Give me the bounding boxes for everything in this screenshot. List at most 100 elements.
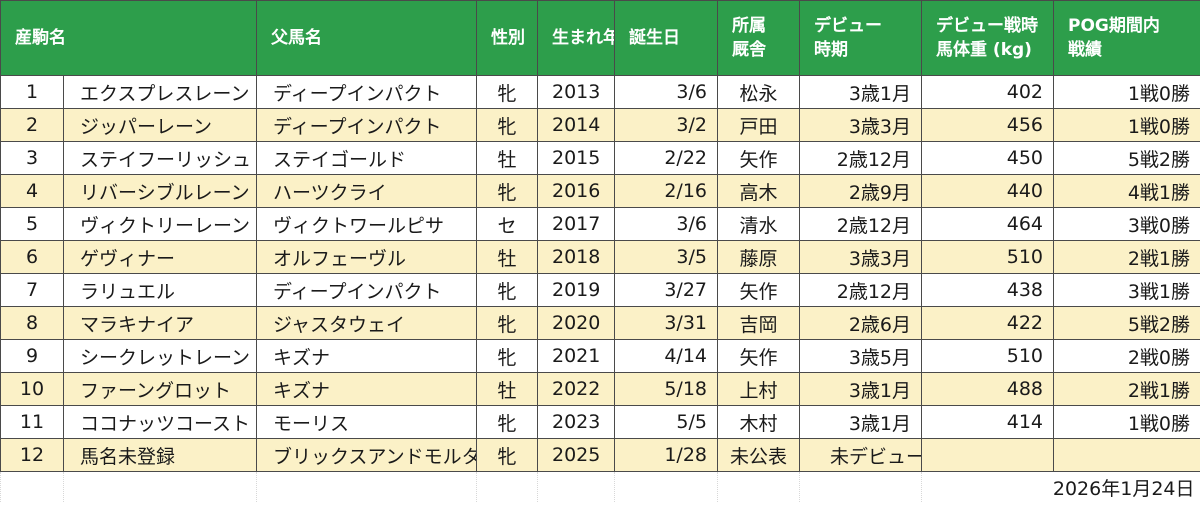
table-row: 10 ファーングロット キズナ牡 2022 5/18 上村 3歳1月 488 2戦1勝 bbox=[0, 372, 1200, 406]
cell-birth-year: 2025 bbox=[537, 438, 615, 472]
cell-row-number: 1 bbox=[0, 75, 64, 109]
as-of-date: 2026年1月24日 bbox=[921, 471, 1200, 502]
cell-debut-period: 3歳1月 bbox=[799, 75, 922, 109]
header-row: 産駒名 父馬名 性別 生まれ年 誕生日 所属 厩舎 デビュー 時期 デビュー戦時 馬体… bbox=[0, 0, 1200, 76]
cell-birth-year: 2017 bbox=[537, 207, 615, 241]
cell-sex: 牝 bbox=[476, 273, 538, 307]
cell-sire-name: ジャスタウェイ bbox=[256, 306, 477, 340]
cell-debut-weight: 414 bbox=[921, 405, 1054, 439]
cell-row-number: 6 bbox=[0, 240, 64, 274]
cell-race-record: 4戦1勝 bbox=[1053, 174, 1200, 208]
cell-debut-weight: 510 bbox=[921, 240, 1054, 274]
cell-race-record bbox=[1053, 438, 1200, 472]
cell-sire-name: ディープインパクト bbox=[256, 108, 477, 142]
cell-horse-name: ステイフーリッシュ bbox=[63, 141, 257, 175]
cell-debut-weight: 450 bbox=[921, 141, 1054, 175]
cell-sire-name: ディープインパクト bbox=[256, 75, 477, 109]
cell-debut-period: 2歳6月 bbox=[799, 306, 922, 340]
header-record-line1: POG期間内 bbox=[1068, 16, 1160, 36]
table-row: 1 エクスプレスレーン ディープインパクト牝 2013 3/6 松永 3歳1月 402 1戦0勝 bbox=[0, 75, 1200, 109]
cell-debut-period: 2歳9月 bbox=[799, 174, 922, 208]
cell-birth-year: 2023 bbox=[537, 405, 615, 439]
table-row: 11 ココナッツコースト モーリス牝 2023 5/5 木村 3歳1月 414 1戦0勝 bbox=[0, 405, 1200, 439]
cell-sire-name: キズナ bbox=[256, 339, 477, 373]
cell-birthday: 3/6 bbox=[614, 207, 718, 241]
table-row: 2 ジッパーレーン ディープインパクト牝 2014 3/2 戸田 3歳3月 456 1戦0勝 bbox=[0, 108, 1200, 142]
cell-debut-weight: 438 bbox=[921, 273, 1054, 307]
header-record: POG期間内 戦績 bbox=[1053, 0, 1200, 76]
cell-stable: 清水 bbox=[717, 207, 800, 241]
header-debut: デビュー 時期 bbox=[799, 0, 922, 76]
cell-horse-name: ゲヴィナー bbox=[63, 240, 257, 274]
cell-sire-name: モーリス bbox=[256, 405, 477, 439]
header-stable-line2: 厩舎 bbox=[732, 40, 766, 60]
cell-birth-year: 2013 bbox=[537, 75, 615, 109]
cell-sire-name: ディープインパクト bbox=[256, 273, 477, 307]
cell-debut-period: 3歳5月 bbox=[799, 339, 922, 373]
cell-birth-year: 2015 bbox=[537, 141, 615, 175]
cell-horse-name: ジッパーレーン bbox=[63, 108, 257, 142]
footer-spacer bbox=[537, 471, 615, 502]
cell-race-record: 5戦2勝 bbox=[1053, 306, 1200, 340]
cell-sex: 牝 bbox=[476, 174, 538, 208]
footer-spacer bbox=[799, 471, 922, 502]
cell-sire-name: ハーツクライ bbox=[256, 174, 477, 208]
cell-birth-year: 2020 bbox=[537, 306, 615, 340]
cell-debut-weight: 440 bbox=[921, 174, 1054, 208]
cell-race-record: 3戦1勝 bbox=[1053, 273, 1200, 307]
header-record-line2: 戦績 bbox=[1068, 40, 1102, 60]
cell-horse-name: ココナッツコースト bbox=[63, 405, 257, 439]
cell-birth-year: 2018 bbox=[537, 240, 615, 274]
cell-row-number: 5 bbox=[0, 207, 64, 241]
cell-row-number: 7 bbox=[0, 273, 64, 307]
cell-debut-period: 3歳3月 bbox=[799, 240, 922, 274]
cell-debut-period: 2歳12月 bbox=[799, 273, 922, 307]
cell-race-record: 2戦0勝 bbox=[1053, 339, 1200, 373]
cell-row-number: 3 bbox=[0, 141, 64, 175]
header-birthday: 誕生日 bbox=[614, 0, 718, 76]
table-row: 8 マラキナイア ジャスタウェイ牝 2020 3/31 吉岡 2歳6月 422 5戦2勝 bbox=[0, 306, 1200, 340]
cell-horse-name: ヴィクトリーレーン bbox=[63, 207, 257, 241]
cell-sex: 牡 bbox=[476, 372, 538, 406]
footer-spacer bbox=[614, 471, 718, 502]
cell-sex: 牝 bbox=[476, 75, 538, 109]
cell-horse-name: ファーングロット bbox=[63, 372, 257, 406]
table-row: 9 シークレットレーン キズナ牝 2021 4/14 矢作 3歳5月 510 2戦0勝 bbox=[0, 339, 1200, 373]
cell-horse-name: ラリュエル bbox=[63, 273, 257, 307]
cell-race-record: 2戦1勝 bbox=[1053, 372, 1200, 406]
table-row: 5 ヴィクトリーレーン ヴィクトワールピサセ 2017 3/6 清水 2歳12月 464 3戦0… bbox=[0, 207, 1200, 241]
cell-stable: 吉岡 bbox=[717, 306, 800, 340]
footer-row: 2026年1月24日 bbox=[0, 471, 1200, 502]
cell-birth-year: 2016 bbox=[537, 174, 615, 208]
cell-race-record: 3戦0勝 bbox=[1053, 207, 1200, 241]
cell-debut-weight: 402 bbox=[921, 75, 1054, 109]
cell-horse-name: リバーシブルレーン bbox=[63, 174, 257, 208]
cell-birthday: 3/27 bbox=[614, 273, 718, 307]
cell-stable: 矢作 bbox=[717, 273, 800, 307]
cell-birth-year: 2021 bbox=[537, 339, 615, 373]
cell-race-record: 2戦1勝 bbox=[1053, 240, 1200, 274]
cell-horse-name: マラキナイア bbox=[63, 306, 257, 340]
cell-sire-name: オルフェーヴル bbox=[256, 240, 477, 274]
header-horse-name: 産駒名 bbox=[0, 0, 257, 76]
cell-birthday: 2/22 bbox=[614, 141, 718, 175]
cell-birthday: 4/14 bbox=[614, 339, 718, 373]
footer-spacer bbox=[256, 471, 477, 502]
cell-debut-weight: 510 bbox=[921, 339, 1054, 373]
cell-birthday: 3/6 bbox=[614, 75, 718, 109]
cell-row-number: 2 bbox=[0, 108, 64, 142]
table-row: 7 ラリュエル ディープインパクト牝 2019 3/27 矢作 2歳12月 438 3戦1勝 bbox=[0, 273, 1200, 307]
header-stable-line1: 所属 bbox=[732, 16, 766, 36]
cell-birthday: 3/5 bbox=[614, 240, 718, 274]
cell-debut-weight: 456 bbox=[921, 108, 1054, 142]
header-sex: 性別 bbox=[476, 0, 538, 76]
cell-birth-year: 2022 bbox=[537, 372, 615, 406]
cell-row-number: 8 bbox=[0, 306, 64, 340]
cell-stable: 高木 bbox=[717, 174, 800, 208]
cell-stable: 未公表 bbox=[717, 438, 800, 472]
cell-horse-name: エクスプレスレーン bbox=[63, 75, 257, 109]
cell-debut-period: 3歳1月 bbox=[799, 372, 922, 406]
cell-race-record: 5戦2勝 bbox=[1053, 141, 1200, 175]
header-debut-line1: デビュー bbox=[814, 16, 882, 36]
